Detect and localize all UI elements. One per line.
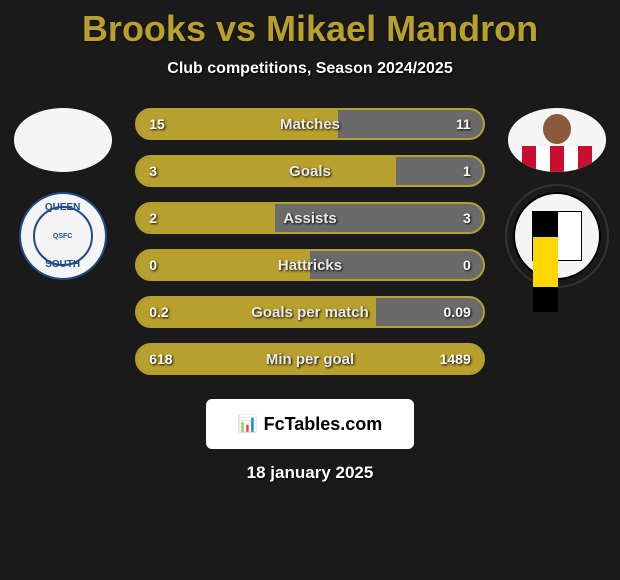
stat-right-value: 1 xyxy=(463,163,471,179)
stat-label: Goals per match xyxy=(251,304,369,321)
stat-bar-hattricks: 0 Hattricks 0 xyxy=(135,249,485,281)
stat-right-value: 0.09 xyxy=(444,304,471,320)
brand-logo[interactable]: 📊 FcTables.com xyxy=(206,399,414,449)
stat-fill xyxy=(137,204,275,232)
stat-left-value: 0.2 xyxy=(149,304,168,320)
stat-left-value: 15 xyxy=(149,116,165,132)
player-right-avatar xyxy=(508,108,606,172)
comparison-main: QUEEN QSFC SOUTH 15 Matches 11 3 Goals 1… xyxy=(0,108,620,375)
brand-text: FcTables.com xyxy=(264,414,383,435)
player-left-column: QUEEN QSFC SOUTH xyxy=(8,108,117,280)
stat-bar-matches: 15 Matches 11 xyxy=(135,108,485,140)
chart-icon: 📊 xyxy=(238,414,258,434)
date-label: 18 january 2025 xyxy=(0,463,620,483)
stat-right-value: 11 xyxy=(456,116,471,132)
stat-bar-goals: 3 Goals 1 xyxy=(135,155,485,187)
badge-text: SOUTH xyxy=(45,259,80,270)
stat-bar-goals-per-match: 0.2 Goals per match 0.09 xyxy=(135,296,485,328)
stat-label: Matches xyxy=(280,116,340,133)
stat-left-value: 618 xyxy=(149,351,172,367)
stat-bar-assists: 2 Assists 3 xyxy=(135,202,485,234)
subtitle: Club competitions, Season 2024/2025 xyxy=(0,60,620,78)
stat-left-value: 0 xyxy=(149,257,157,273)
stat-right-value: 3 xyxy=(463,210,471,226)
stat-left-value: 2 xyxy=(149,210,157,226)
stat-left-value: 3 xyxy=(149,163,157,179)
page-title: Brooks vs Mikael Mandron xyxy=(0,0,620,50)
badge-inner-icon: QSFC xyxy=(33,206,93,266)
stat-bar-min-per-goal: 618 Min per goal 1489 xyxy=(135,343,485,375)
player-right-club-badge xyxy=(513,192,601,280)
player-right-column xyxy=(503,108,612,280)
stat-label: Goals xyxy=(289,163,331,180)
player-left-club-badge: QUEEN QSFC SOUTH xyxy=(19,192,107,280)
stats-bars-container: 15 Matches 11 3 Goals 1 2 Assists 3 0 Ha… xyxy=(135,108,485,375)
badge-inner-icon xyxy=(532,211,582,261)
player-left-avatar xyxy=(14,108,112,172)
stat-label: Assists xyxy=(283,210,336,227)
stat-fill xyxy=(137,157,396,185)
stat-right-value: 0 xyxy=(463,257,471,273)
stat-right-value: 1489 xyxy=(440,351,471,367)
stat-label: Hattricks xyxy=(278,257,342,274)
stat-label: Min per goal xyxy=(266,351,354,368)
